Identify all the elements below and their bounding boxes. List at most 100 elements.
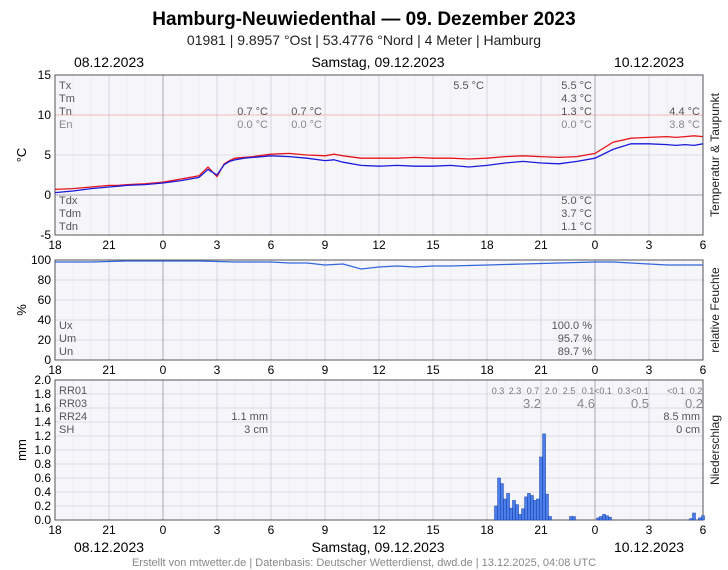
panel2-ytick-label: 100: [31, 253, 51, 267]
panel1-xtick-label: 21: [534, 238, 548, 252]
precip-bar: [608, 516, 612, 521]
panel1-xtick-label: 6: [268, 238, 275, 252]
day3-tn-value: 4.4 °C: [669, 106, 700, 118]
panel1-xtick-label: 12: [372, 238, 386, 252]
panel3-ylabel: mm: [14, 439, 29, 461]
rr01-value: 2.3: [509, 386, 522, 396]
panel2-ytick-label: 80: [38, 273, 52, 287]
day2-tx-value: 5.5 °C: [561, 80, 592, 92]
precip-bar: [701, 515, 705, 521]
date-right-top: 10.12.2023: [614, 54, 684, 70]
panel1-series-dew_point: [54, 143, 704, 194]
panel3-frame: [54, 379, 704, 521]
precip-bar: [689, 518, 693, 521]
panel3-side-label: Niederschlag: [708, 415, 722, 485]
rr01-value: 2.5: [563, 386, 576, 396]
day3-rr24-value: 8.5 mm: [663, 411, 700, 423]
panel3-xtick-label: 3: [646, 523, 653, 537]
precip-stat-label: SH: [59, 424, 74, 436]
precip-bar: [602, 514, 606, 521]
precip-bar: [692, 512, 696, 521]
rr03-value: 3.2: [523, 396, 541, 411]
precip-bar: [524, 496, 528, 521]
rr03-value: 0.2: [685, 396, 703, 411]
panel3-xtick-label: 9: [322, 523, 329, 537]
panel2-ytick-label: 0: [44, 353, 51, 367]
footer-credit: Erstellt von mtwetter.de | Datenbasis: D…: [132, 557, 596, 569]
date-center-top: Samstag, 09.12.2023: [311, 54, 444, 70]
day1-rr24-value: 1.1 mm: [231, 411, 268, 423]
day1-tn-value: 0.7 °C: [291, 106, 322, 118]
panel2-ytick-label: 20: [38, 333, 52, 347]
precip-bar: [527, 493, 531, 521]
rr01-value: 0.3: [618, 386, 631, 396]
precip-bar: [500, 483, 504, 521]
precip-bar: [503, 498, 507, 521]
panel3-ytick-label: 0.8: [34, 457, 51, 471]
panel3-ytick-label: 0.0: [34, 513, 51, 527]
panel1-series-temperature: [54, 135, 704, 191]
chart-subtitle: 01981 | 9.8957 °Ost | 53.4776 °Nord | 4 …: [187, 32, 541, 48]
date-right-bottom: 10.12.2023: [614, 539, 684, 555]
panel1-xtick-label: 0: [592, 238, 599, 252]
rr01-value: <0.1: [594, 386, 612, 396]
panel2-xtick-label: 12: [372, 363, 386, 377]
precip-bar: [605, 515, 609, 521]
panel2-side-label: relative Feuchte: [708, 267, 722, 353]
precip-bar: [509, 507, 513, 521]
rr01-value: 0.3: [492, 386, 505, 396]
un-value: 89.7 %: [558, 346, 592, 358]
panel1-ytick-label: 5: [44, 148, 51, 162]
precip-bar: [599, 516, 603, 521]
rr03-value: 4.6: [577, 396, 595, 411]
um-value: 95.7 %: [558, 333, 592, 345]
panel3-ytick-label: 0.6: [34, 471, 51, 485]
chart-title: Hamburg-Neuwiedenthal — 09. Dezember 202…: [152, 9, 575, 30]
panel2-xtick-label: 18: [48, 363, 62, 377]
panel3-xtick-label: 15: [426, 523, 440, 537]
temp-stat-label: Tx: [59, 80, 72, 92]
panel2-frame: [54, 259, 704, 361]
panel1-xtick-label: 9: [322, 238, 329, 252]
panel1-xtick-label: 0: [160, 238, 167, 252]
panel2-xtick-label: 0: [160, 363, 167, 377]
humidity-stat-label: Ux: [59, 320, 73, 332]
day2-tdn-value: 1.1 °C: [561, 221, 592, 233]
day1-en-value: 0.0 °C: [291, 119, 322, 131]
temp-stat-label: Tn: [59, 106, 72, 118]
panel2-xtick-label: 0: [592, 363, 599, 377]
dew-stat-label: Tdx: [59, 195, 78, 207]
precip-bar: [569, 516, 573, 521]
panel3-xtick-label: 21: [102, 523, 116, 537]
day0-tn-value: 0.7 °C: [237, 106, 268, 118]
panel2-xtick-label: 18: [480, 363, 494, 377]
panel3-ytick-label: 0.4: [34, 485, 51, 499]
dew-stat-label: Tdm: [59, 208, 81, 220]
panel3-xtick-label: 18: [480, 523, 494, 537]
panel1-frame: [54, 74, 704, 236]
precip-bar: [536, 498, 540, 521]
panel1-xtick-label: 21: [102, 238, 116, 252]
temp-stat-label: En: [59, 119, 72, 131]
chart-panels: -5 0 5 10 15 18 21 0 3 6 9 12 15 18 21 0 3 6 °C Temperatur …: [14, 68, 722, 537]
panel1-ylabel: °C: [14, 148, 29, 163]
precip-bar: [497, 477, 501, 521]
panel3-ytick-label: 1.8: [34, 387, 51, 401]
day2-tdm-value: 3.7 °C: [561, 208, 592, 220]
panel3-xtick-label: 0: [592, 523, 599, 537]
date-left-top: 08.12.2023: [74, 54, 144, 70]
precip-bar: [545, 493, 549, 521]
panel1-ytick-label: 15: [38, 68, 52, 82]
mid-tx-value: 5.5 °C: [453, 80, 484, 92]
precip-bar: [548, 516, 552, 521]
precip-bar: [515, 504, 519, 521]
panel3-xtick-label: 18: [48, 523, 62, 537]
panel3-ytick-label: 1.2: [34, 429, 51, 443]
day3-en-value: 3.8 °C: [669, 119, 700, 131]
day2-tm-value: 4.3 °C: [561, 93, 592, 105]
panel1-xtick-label: 3: [646, 238, 653, 252]
panel3-ytick-label: 1.0: [34, 443, 51, 457]
rr01-value: 2.0: [545, 386, 558, 396]
